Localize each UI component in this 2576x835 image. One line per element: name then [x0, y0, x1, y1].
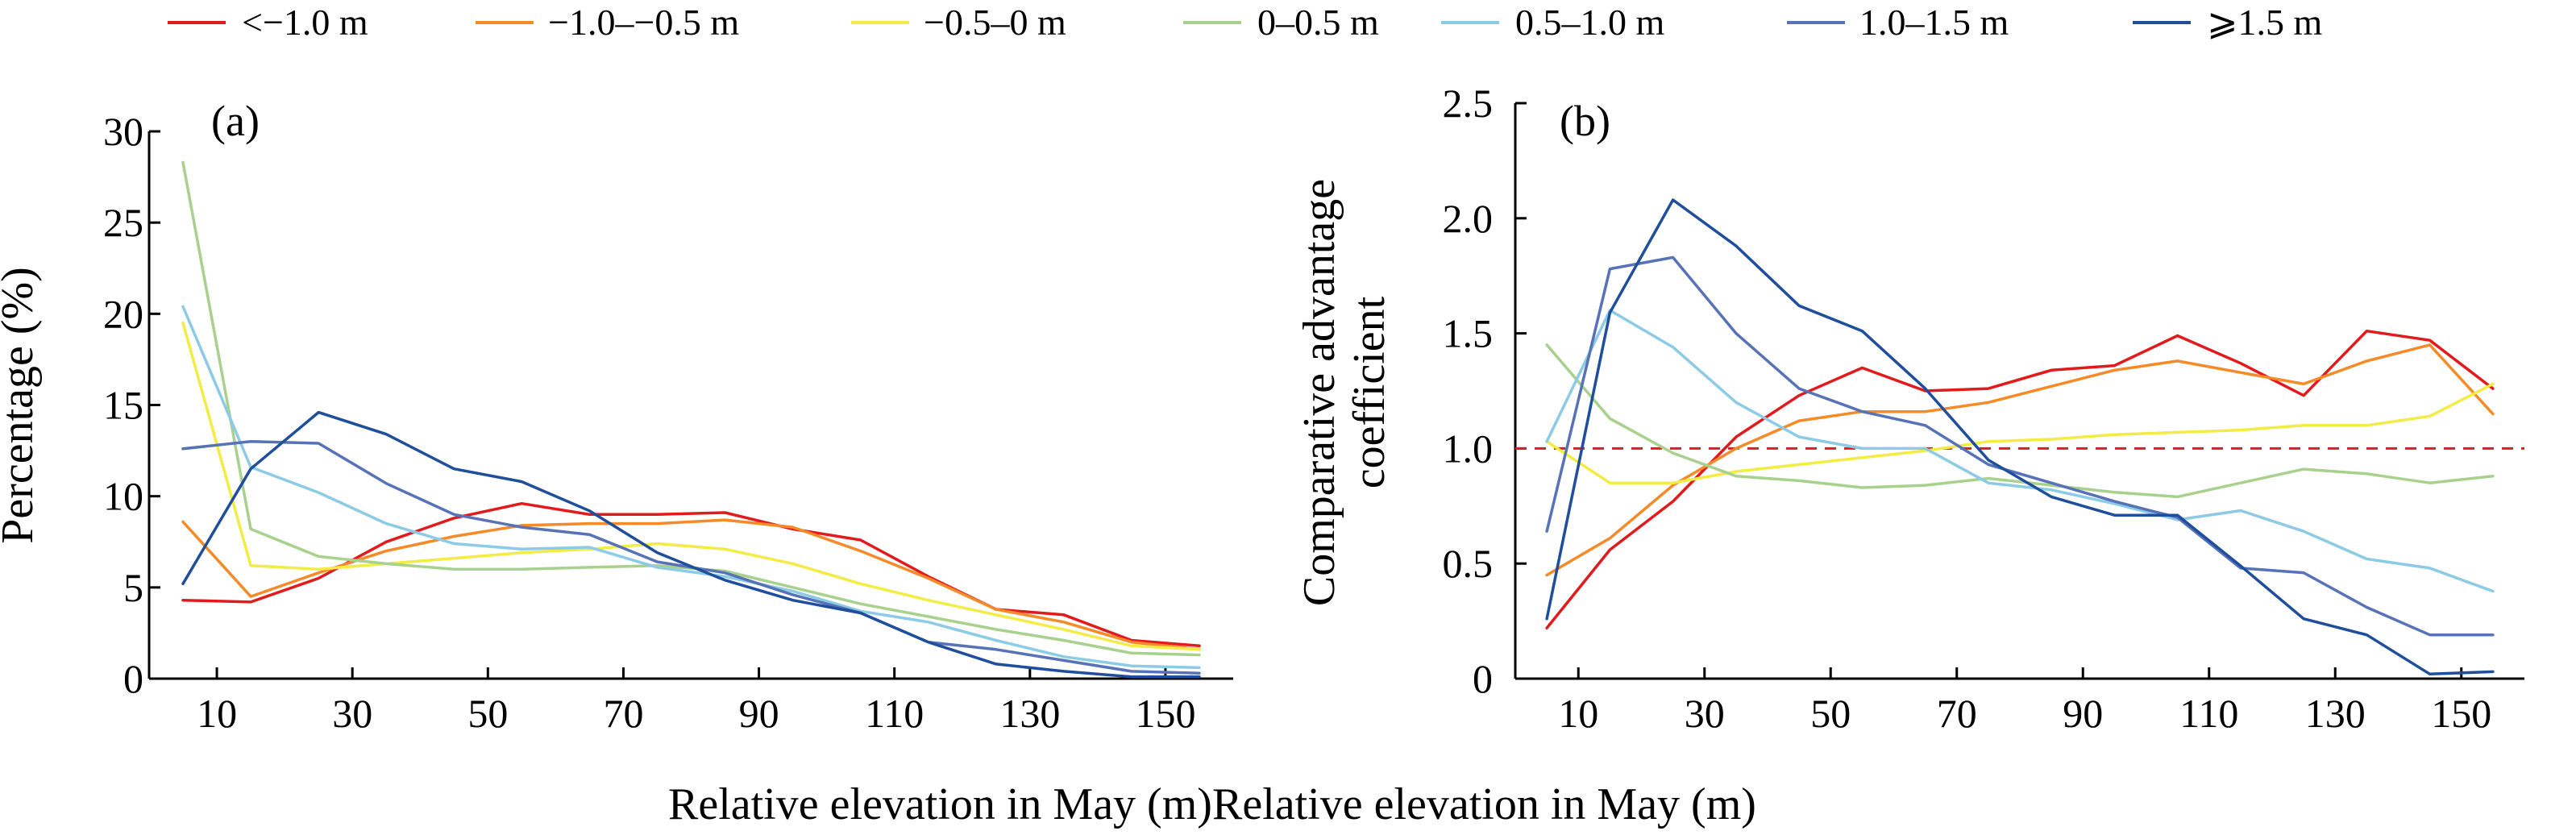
legend-label-4: 0.5–1.0 m [1515, 2, 1665, 43]
x-tick-label: 130 [999, 691, 1060, 736]
y-tick-label: 2.0 [1443, 196, 1494, 241]
x-tick-label: 90 [2063, 691, 2103, 736]
x-tick-label: 110 [865, 691, 924, 736]
legend: <−1.0 m −1.0–−0.5 m −0.5–0 m 0–0.5 m 0.5–1.0… [168, 2, 2323, 43]
x-tick-label: 10 [197, 691, 237, 736]
y-tick-label: 10 [103, 474, 143, 519]
x-tick-label: 30 [1685, 691, 1725, 736]
legend-label-1: −1.0–−0.5 m [548, 2, 739, 43]
x-tick-label: 50 [1810, 691, 1851, 736]
y-axis-title-line-1: coefficient [1344, 296, 1394, 488]
y-tick-label: 1.0 [1443, 426, 1494, 471]
y-tick-label: 5 [123, 565, 143, 610]
y-tick-label: 0.5 [1443, 541, 1494, 586]
legend-label-0: <−1.0 m [242, 2, 368, 43]
y-tick-label: 15 [103, 383, 143, 428]
legend-label-2: −0.5–0 m [924, 2, 1066, 43]
series-line-4 [1545, 309, 2495, 593]
panel-label: (b) [1560, 97, 1610, 145]
series-line-5 [1545, 255, 2495, 637]
x-tick-label: 70 [603, 691, 643, 736]
x-axis-title: Relative elevation in May (m) [1212, 779, 1756, 829]
panel-label: (a) [211, 97, 260, 145]
series-line-1 [1545, 343, 2495, 577]
series-line-2 [1545, 382, 2495, 484]
series-line-0 [1545, 329, 2495, 629]
x-axis-title: Relative elevation in May (m) [668, 779, 1212, 829]
y-tick-label: 0 [1473, 656, 1493, 701]
legend-label-6: ⩾1.5 m [2207, 2, 2323, 43]
y-tick-label: 2.5 [1443, 81, 1494, 126]
y-tick-label: 25 [103, 200, 143, 245]
x-tick-label: 90 [739, 691, 779, 736]
legend-label-5: 1.0–1.5 m [1859, 2, 2009, 43]
x-tick-label: 130 [2305, 691, 2366, 736]
x-tick-label: 30 [332, 691, 372, 736]
x-tick-label: 150 [1135, 691, 1195, 736]
y-tick-label: 20 [103, 291, 143, 336]
series-line-4 [181, 305, 1201, 670]
y-axis-title: Percentage (%) [0, 267, 43, 544]
legend-label-3: 0–0.5 m [1257, 2, 1379, 43]
y-tick-label: 1.5 [1443, 311, 1494, 356]
series-line-2 [181, 321, 1201, 651]
series-line-6 [181, 410, 1201, 679]
series-line-3 [1545, 343, 2495, 499]
panel-a: 0 5 10 15 20 25 30 10 30 50 70 90 110 130 150 (a) Relati… [0, 97, 1233, 829]
x-tick-label: 110 [2179, 691, 2238, 736]
y-tick-label: 0 [123, 656, 143, 701]
y-tick-label: 30 [103, 109, 143, 154]
series-line-3 [181, 160, 1201, 657]
panel-b: 0 0.5 1.0 1.5 2.0 2.5 10 30 50 70 90 110 130 150 (b) Re… [1212, 81, 2524, 829]
x-tick-label: 70 [1937, 691, 1977, 736]
series-line-6 [1545, 198, 2495, 676]
x-tick-label: 10 [1558, 691, 1598, 736]
y-axis-title-line-0: Comparative advantage [1294, 179, 1344, 606]
x-tick-label: 50 [467, 691, 508, 736]
x-tick-label: 150 [2431, 691, 2491, 736]
series-line-1 [181, 518, 1201, 651]
